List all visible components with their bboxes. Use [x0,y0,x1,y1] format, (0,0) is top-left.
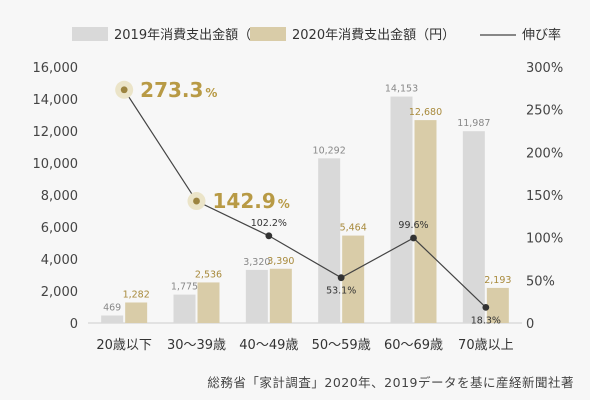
y-right-tick: 200% [526,146,563,161]
y-right-tick: 100% [526,232,563,247]
bar-value-label: 1,282 [123,289,150,300]
bar-value-label: 11,987 [457,118,490,129]
growth-point [120,86,128,94]
bar-2020 [269,268,292,323]
bar-2020 [486,287,509,323]
growth-point [337,274,345,282]
y-left-tick: 2,000 [41,285,78,300]
bar-value-label: 14,153 [385,84,418,95]
bar-value-label: 469 [103,302,121,313]
bar-value-label: 12,680 [409,107,442,118]
category-label: 50～59歳 [312,338,371,353]
growth-highlight-unit: % [278,197,290,211]
growth-value-label: 99.6% [398,220,428,231]
bar-2019 [245,269,268,323]
y-left-tick: 16,000 [33,61,79,76]
category-label: 20歳以下 [96,338,152,353]
bar-2020 [342,235,365,323]
y-right-tick: 50% [526,274,555,289]
growth-point [193,197,200,205]
bar-2020 [197,282,220,323]
bar-2019 [462,131,485,323]
y-left-tick: 0 [70,317,78,332]
y-left-tick: 14,000 [33,93,79,108]
legend-label-line: 伸び率 [522,27,561,43]
y-left-tick: 8,000 [41,189,78,204]
legend-swatch-2 [250,27,286,41]
bar-2019 [390,96,413,323]
y-right-tick: 0 [526,317,534,332]
bar-2020 [414,120,437,324]
y-left-tick: 12,000 [33,125,79,140]
growth-point [482,303,490,311]
bar-value-label: 1,775 [171,282,198,293]
category-label: 70歳以上 [458,338,514,353]
y-left-tick: 10,000 [33,157,79,172]
category-label: 40～49歳 [239,338,298,353]
bar-value-label: 3,390 [267,256,294,267]
legend-label-1: 2019年消費支出金額（円） [114,27,277,43]
y-right-tick: 300% [526,61,563,76]
y-right-tick: 250% [526,104,563,119]
bar-value-label: 2,193 [484,275,511,286]
growth-value-label: 18.3% [471,315,501,326]
bar-2019 [173,294,196,323]
bar-value-label: 10,292 [313,145,346,156]
growth-highlight-label: 142.9% [213,189,290,213]
growth-highlight-label: 273.3% [140,78,217,102]
bar-2019 [101,315,124,323]
source-note: 総務省「家計調査」2020年、2019データを基に産経新聞社著 [207,375,574,390]
growth-point [410,234,417,242]
legend-swatch-1 [72,27,108,41]
growth-value-label: 102.2% [251,218,287,229]
bar-2020 [125,302,148,323]
bar-value-label: 2,536 [195,269,222,280]
growth-value-label: 53.1% [326,286,356,297]
growth-point [265,232,273,240]
y-right-tick: 150% [526,189,563,204]
category-label: 30～39歳 [167,338,226,353]
bar-value-label: 5,464 [340,223,367,234]
category-label: 60～69歳 [384,338,443,353]
growth-highlight-unit: % [205,86,217,100]
legend-label-2: 2020年消費支出金額（円） [292,27,455,43]
growth-rate-line [123,89,487,308]
bar-2019 [318,158,341,323]
y-left-tick: 6,000 [41,221,78,236]
y-left-tick: 4,000 [41,253,78,268]
bar-value-label: 3,320 [243,257,270,268]
